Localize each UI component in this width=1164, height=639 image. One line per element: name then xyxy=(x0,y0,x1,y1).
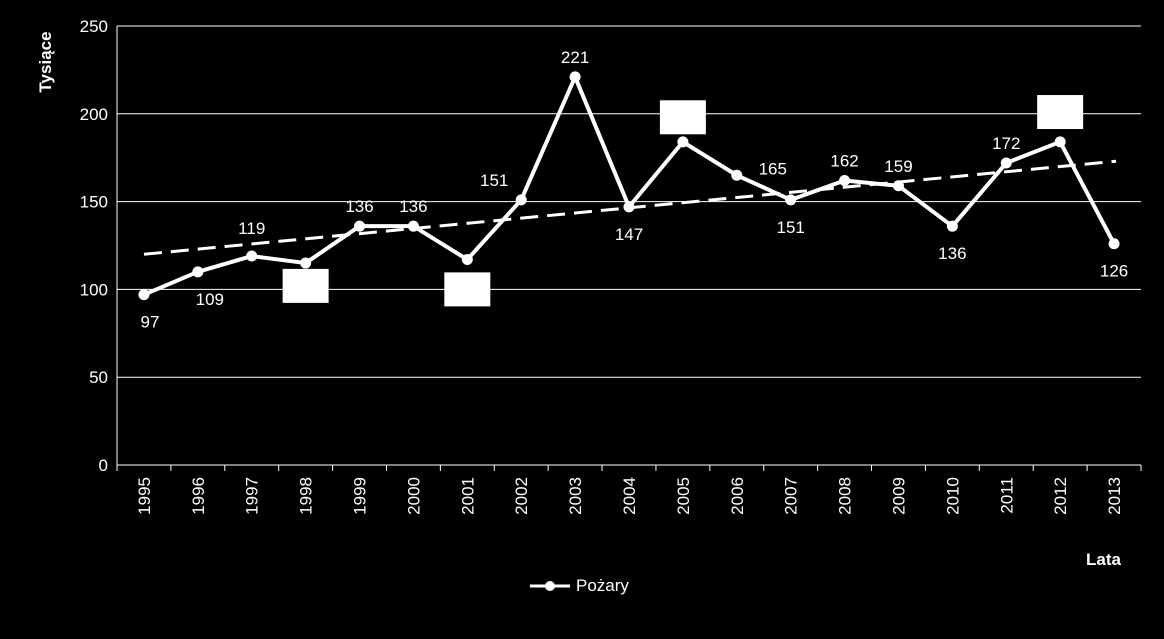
data-point xyxy=(623,201,635,213)
annotation-box xyxy=(1037,95,1084,130)
data-label: 172 xyxy=(992,134,1020,153)
x-tick-label: 2004 xyxy=(620,477,639,515)
legend-label: Pożary xyxy=(576,576,629,595)
data-label: 126 xyxy=(1100,262,1128,281)
data-point xyxy=(1000,157,1012,169)
x-tick-label: 1997 xyxy=(243,477,262,515)
y-tick-label: 0 xyxy=(99,456,108,475)
data-label: 136 xyxy=(345,197,373,216)
data-point xyxy=(461,254,473,266)
y-tick-label: 150 xyxy=(80,193,108,212)
x-tick-label: 1996 xyxy=(189,477,208,515)
y-axis-title: Tysiące xyxy=(36,31,55,93)
x-tick-label: 2001 xyxy=(458,477,477,515)
x-tick-label: 2009 xyxy=(889,477,908,515)
data-point xyxy=(515,194,527,206)
annotation-box xyxy=(282,268,329,303)
x-tick-label: 2008 xyxy=(836,477,855,515)
y-tick-label: 200 xyxy=(80,105,108,124)
x-tick-label: 1998 xyxy=(297,477,316,515)
x-tick-label: 2011 xyxy=(997,477,1016,514)
x-tick-label: 2013 xyxy=(1105,477,1124,515)
data-label: 162 xyxy=(830,152,858,171)
data-label: 151 xyxy=(480,171,508,190)
series-line xyxy=(143,74,1116,297)
x-tick-label: 1999 xyxy=(351,477,370,515)
y-tick-label: 50 xyxy=(89,368,108,387)
data-label: 136 xyxy=(399,197,427,216)
data-label: 97 xyxy=(140,313,159,332)
data-point xyxy=(1054,136,1066,148)
x-tick-label: 2003 xyxy=(566,477,585,515)
x-tick-label: 1995 xyxy=(135,477,154,515)
data-label: 136 xyxy=(938,244,966,263)
data-point xyxy=(946,220,958,232)
data-label: 109 xyxy=(196,290,224,309)
data-point xyxy=(731,169,743,181)
data-point xyxy=(138,289,150,301)
data-label: 159 xyxy=(884,157,912,176)
x-tick-label: 2002 xyxy=(512,477,531,515)
data-point xyxy=(785,194,797,206)
x-tick-label: 2005 xyxy=(674,477,693,515)
data-point xyxy=(246,250,258,262)
data-label: 119 xyxy=(238,219,265,238)
data-label: 147 xyxy=(615,225,643,244)
data-point xyxy=(892,180,904,192)
data-label: 221 xyxy=(561,48,589,67)
x-axis-title: Lata xyxy=(1086,550,1121,569)
data-label: 151 xyxy=(776,218,804,237)
y-tick-label: 100 xyxy=(80,280,108,299)
data-point xyxy=(1108,238,1120,250)
x-tick-label: 2012 xyxy=(1051,477,1070,515)
legend-line-marker-icon xyxy=(530,581,570,591)
x-tick-label: 2006 xyxy=(728,477,747,515)
x-tick-label: 2000 xyxy=(404,477,423,515)
data-point xyxy=(839,175,851,187)
y-tick-label: 250 xyxy=(80,17,108,36)
data-point xyxy=(354,220,366,232)
annotation-box xyxy=(659,100,706,135)
data-point xyxy=(407,220,419,232)
data-point xyxy=(300,257,312,269)
data-label: 165 xyxy=(759,159,787,178)
x-tick-label: 2007 xyxy=(782,477,801,515)
annotation-box xyxy=(444,272,491,307)
x-tick-label: 2010 xyxy=(943,477,962,515)
data-point xyxy=(677,136,689,148)
legend: Pożary xyxy=(530,576,629,596)
data-point xyxy=(569,71,581,83)
data-point xyxy=(192,266,204,278)
